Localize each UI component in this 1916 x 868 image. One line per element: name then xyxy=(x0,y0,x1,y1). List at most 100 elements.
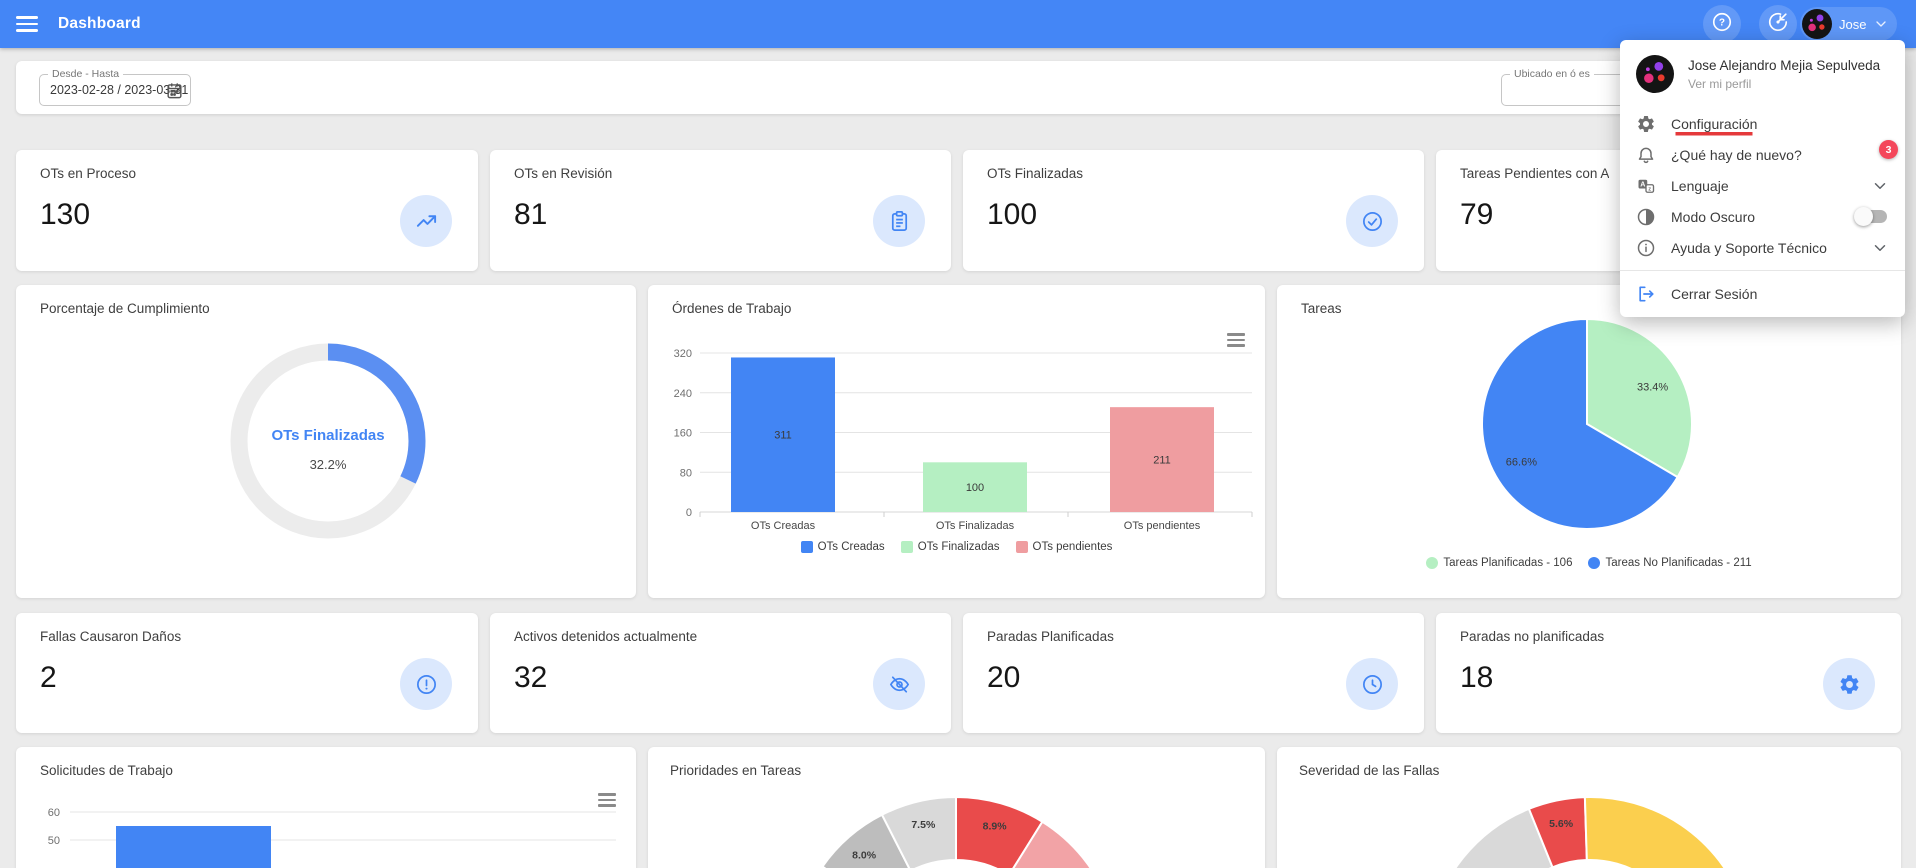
chart-title: Tareas xyxy=(1301,301,1342,316)
compliance-donut-chart xyxy=(230,343,426,539)
clipboard-icon xyxy=(888,210,911,233)
app-bar: Dashboard ? Jose xyxy=(0,0,1916,48)
work-requests-bar-chart: 60 50 xyxy=(48,807,616,868)
kpi-value: 32 xyxy=(514,661,548,694)
svg-text:66.6%: 66.6% xyxy=(1506,457,1537,469)
svg-text:33.4%: 33.4% xyxy=(1637,381,1668,393)
chart-menu-icon[interactable] xyxy=(598,793,616,807)
failure-severity-donut-chart: 5.6% xyxy=(1454,796,1726,868)
task-priorities-donut-chart: 8.0% 7.5% 8.9% xyxy=(820,795,1092,868)
work-orders-bar-chart: 0 80 160 240 320 311 OTs Creadas 100 OTs Finaliz… xyxy=(674,348,1253,532)
legend-item: OTs Finalizadas xyxy=(900,541,1000,553)
menu-item-cerrar-sesi-n[interactable]: Cerrar Sesión xyxy=(1620,278,1905,309)
menu-item-label: Ayuda y Soporte Técnico xyxy=(1671,239,1827,256)
svg-text:50: 50 xyxy=(48,835,60,847)
legend-item: Tareas Planificadas - 106 xyxy=(1426,557,1572,569)
trending-up-icon xyxy=(415,210,438,233)
eye-off-badge xyxy=(873,658,925,710)
tour-button[interactable] xyxy=(1759,5,1797,43)
kpi-title: Paradas no planificadas xyxy=(1460,629,1605,644)
svg-text:320: 320 xyxy=(674,348,692,360)
svg-text:OTs pendientes: OTs pendientes xyxy=(1124,520,1201,532)
user-name: Jose xyxy=(1839,16,1867,32)
logout-icon xyxy=(1636,284,1656,304)
chart-title: Severidad de las Fallas xyxy=(1299,763,1440,778)
clock-badge xyxy=(1346,658,1398,710)
svg-text:?: ? xyxy=(1719,17,1725,28)
user-menu-button[interactable]: Jose xyxy=(1800,7,1898,41)
kpi-title: OTs en Proceso xyxy=(40,166,137,181)
alert-circle-badge xyxy=(400,658,452,710)
chart-menu-icon[interactable] xyxy=(1227,333,1245,347)
trending-up-badge xyxy=(400,195,452,247)
svg-text:A: A xyxy=(1640,180,1645,188)
hamburger-menu-icon[interactable] xyxy=(16,14,38,34)
work-orders-card: Órdenes de Trabajo 0 80 160 240 320 311 OTs Cr… xyxy=(648,285,1265,598)
kpi-title: OTs Finalizadas xyxy=(987,166,1084,181)
notification-badge: 3 xyxy=(1879,140,1898,159)
calendar-icon[interactable] xyxy=(165,81,184,100)
work-requests-card: Solicitudes de Trabajo 60 50 xyxy=(16,747,636,868)
kpi-card: Activos detenidos actualmente 32 xyxy=(490,613,951,733)
legend-label: Tareas Planificadas - 106 xyxy=(1443,557,1573,569)
kpi-value: 81 xyxy=(514,198,548,231)
gear-icon xyxy=(1636,114,1656,134)
chevron-down-icon xyxy=(1871,239,1889,257)
menu-item-modo-oscuro[interactable]: Modo Oscuro xyxy=(1620,201,1905,232)
legend-swatch xyxy=(800,541,813,553)
legend-item: OTs pendientes xyxy=(1015,541,1112,553)
date-range-value: 2023-02-28 / 2023-03-31 xyxy=(50,83,189,97)
legend-swatch xyxy=(1015,541,1028,553)
user-menu-header: Jose Alejandro Mejia Sepulveda Ver mi pe… xyxy=(1620,40,1905,106)
legend-label: Tareas No Planificadas - 211 xyxy=(1605,557,1752,569)
svg-text:311: 311 xyxy=(774,430,792,442)
kpi-card: Paradas no planificadas 18 xyxy=(1436,613,1901,733)
kpi-value: 79 xyxy=(1460,198,1494,231)
kpi-value: 18 xyxy=(1460,661,1494,694)
bell-icon xyxy=(1636,145,1656,165)
menu-item-configuraci-n[interactable]: Configuración xyxy=(1620,108,1905,139)
chevron-down-icon xyxy=(1871,177,1889,195)
kpi-card: OTs en Proceso 130 xyxy=(16,150,478,271)
svg-text:7.5%: 7.5% xyxy=(911,819,936,831)
user-full-name: Jose Alejandro Mejia Sepulveda xyxy=(1688,57,1881,73)
date-range-field[interactable]: Desde - Hasta 2023-02-28 / 2023-03-31 xyxy=(39,68,191,106)
svg-text:z: z xyxy=(1648,186,1651,192)
compliance-card: Porcentaje de Cumplimiento OTs Finalizad… xyxy=(16,285,636,598)
svg-text:OTs Finalizadas: OTs Finalizadas xyxy=(936,520,1015,532)
kpi-value: 20 xyxy=(987,661,1021,694)
tour-icon xyxy=(1767,11,1789,38)
menu-divider xyxy=(1620,270,1905,271)
kpi-title: OTs en Revisión xyxy=(514,166,613,181)
kpi-value: 100 xyxy=(987,198,1038,231)
menu-item-label: Cerrar Sesión xyxy=(1671,285,1758,302)
tasks-legend: Tareas Planificadas - 106 Tareas No Plani… xyxy=(1277,557,1901,569)
chevron-down-icon xyxy=(1873,16,1889,32)
dark-mode-toggle[interactable] xyxy=(1854,207,1889,226)
task-priorities-card: Prioridades en Tareas 8.0% 7.5% 8.9% xyxy=(648,747,1265,868)
location-label: Ubicado en ó es xyxy=(1510,68,1594,80)
help-button[interactable]: ? xyxy=(1703,5,1741,43)
legend-dot xyxy=(1426,557,1439,569)
view-profile-link[interactable]: Ver mi perfil xyxy=(1688,76,1752,91)
clock-icon xyxy=(1361,673,1384,696)
filter-bar: Desde - Hasta 2023-02-28 / 2023-03-31 Ub… xyxy=(16,61,1900,114)
tasks-pie-chart: 33.4% 66.6% xyxy=(1481,317,1693,530)
alert-circle-icon xyxy=(415,673,438,696)
menu-item-ayuda-y-soporte-t-cnico[interactable]: Ayuda y Soporte Técnico xyxy=(1620,232,1905,263)
donut-center-percent: 32.2% xyxy=(309,457,347,472)
info-icon xyxy=(1636,238,1656,258)
svg-text:0: 0 xyxy=(686,507,692,519)
clipboard-badge xyxy=(873,195,925,247)
legend-dot xyxy=(1588,557,1601,569)
menu-item-label: Configuración xyxy=(1671,115,1758,132)
date-range-label: Desde - Hasta xyxy=(48,68,124,80)
kpi-value: 2 xyxy=(40,661,57,694)
kpi-card: OTs en Revisión 81 xyxy=(490,150,951,271)
menu-item-label: ¿Qué hay de nuevo? xyxy=(1671,146,1802,163)
menu-item--qu-hay-de-nuevo-[interactable]: ¿Qué hay de nuevo? 3 xyxy=(1620,139,1905,170)
menu-item-label: Lenguaje xyxy=(1671,177,1729,194)
